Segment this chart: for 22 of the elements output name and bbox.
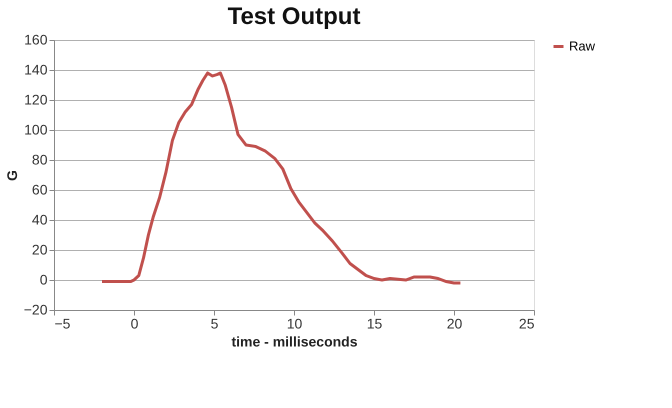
chart-title: Test Output bbox=[228, 3, 360, 30]
x-tick-label: 15 bbox=[366, 316, 382, 332]
x-tick-label: 0 bbox=[130, 316, 139, 332]
x-tick-label: 5 bbox=[210, 316, 219, 332]
x-tick-label: 25 bbox=[518, 316, 535, 332]
x-tick-label: −5 bbox=[54, 316, 71, 332]
line-series bbox=[100, 72, 462, 284]
y-tick-label: 100 bbox=[24, 122, 48, 138]
y-tick-label: 60 bbox=[32, 182, 48, 198]
x-tick-label: 20 bbox=[446, 316, 462, 332]
y-tick-label: 0 bbox=[40, 272, 48, 288]
legend-label: Raw bbox=[569, 38, 596, 54]
y-tick-label: 20 bbox=[32, 242, 48, 258]
x-axis-title: time - milliseconds bbox=[231, 334, 358, 350]
y-axis-title: G bbox=[4, 170, 20, 181]
y-tick-label: 140 bbox=[24, 62, 48, 78]
y-tick-label: 40 bbox=[32, 212, 48, 228]
y-tick-label: 80 bbox=[32, 152, 48, 168]
y-tick-label: 160 bbox=[24, 32, 48, 48]
y-tick-label: −20 bbox=[24, 302, 48, 318]
x-tick-label: 10 bbox=[286, 316, 302, 332]
y-tick-label: 120 bbox=[24, 92, 48, 108]
